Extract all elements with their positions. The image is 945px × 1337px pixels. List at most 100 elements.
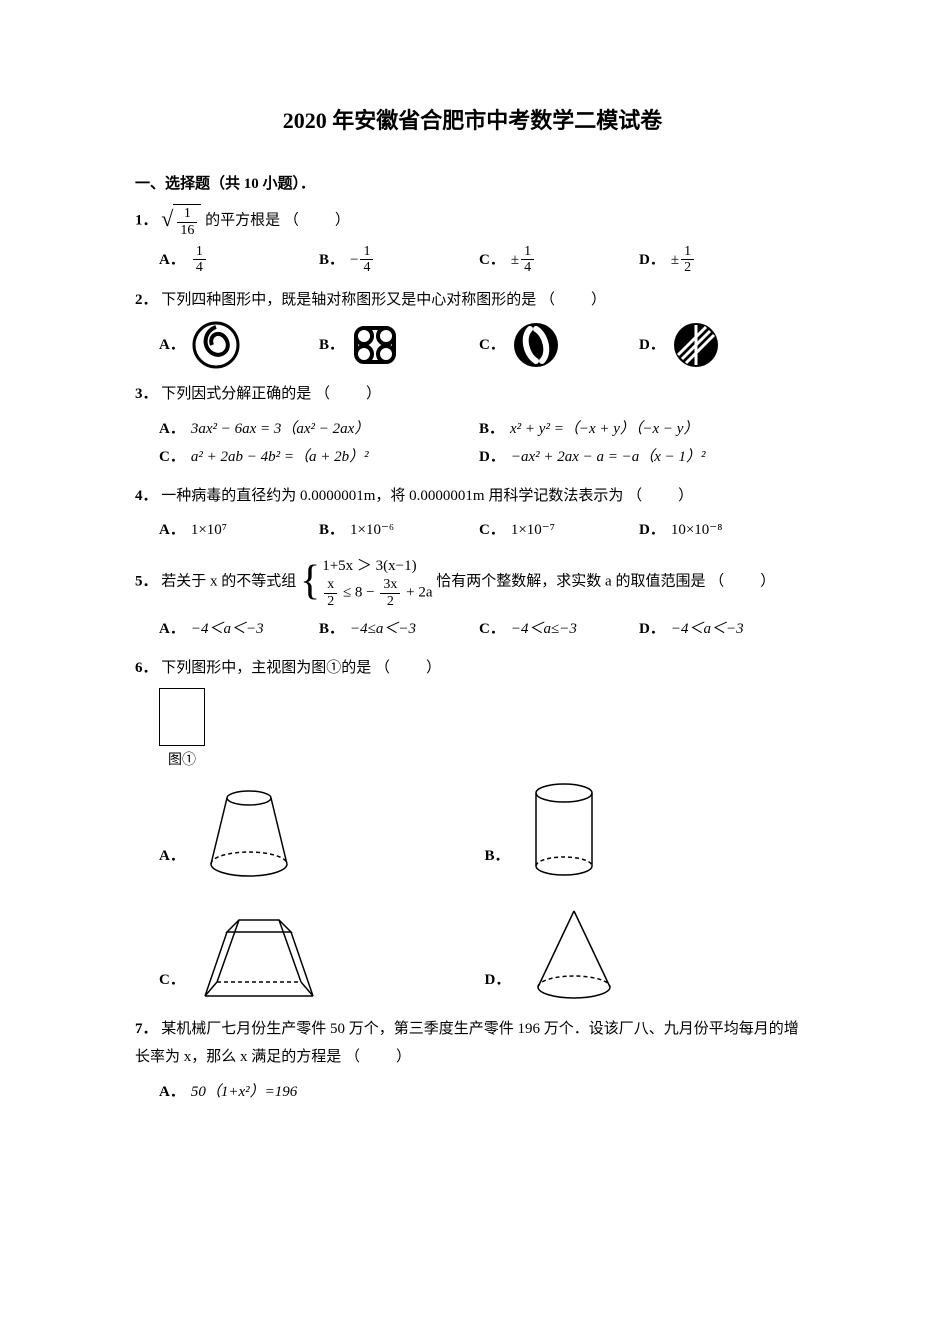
option-text: 10×10⁻⁸ [671,516,723,545]
q7-stem: 7． 某机械厂七月份生产零件 50 万个，第三季度生产零件 196 万个．设该厂… [135,1015,810,1072]
row2-mid: ≤ 8 − [343,585,378,601]
option-label: D． [639,246,665,275]
q4-option-a: A．1×10⁷ [159,516,319,545]
numerator: x [324,577,337,593]
q2-number: 2． [135,292,158,308]
cylinder-icon [524,781,604,881]
numerator: 1 [193,244,206,260]
q5-option-a: A．−4＜a＜−3 [159,615,319,644]
cone-icon [524,905,624,1005]
option-text: 1×10⁻⁷ [511,516,555,545]
answer-blank: （ ） [375,660,443,676]
q2-option-c: C． [479,320,639,370]
option-label: C． [159,966,185,995]
denominator: 16 [177,223,197,238]
q1-number: 1． [135,213,158,229]
q7-option-a: A． 50（1+x²）=196 [159,1078,810,1107]
option-label: A． [159,246,185,275]
system-row-2: x2 ≤ 8 − 3x2 + 2a [322,577,432,609]
q5-stem-post: 恰有两个整数解，求实数 a 的取值范围是 [436,573,705,589]
logo-swirl-icon [511,320,561,370]
system-row-1: 1+5x ＞ 3(x−1) [322,555,432,578]
q3-stem: 3． 下列因式分解正确的是 （ ） [135,380,810,409]
q5-option-d: D．−4＜a＜−3 [639,615,799,644]
option-label: C． [479,246,505,275]
q4-number: 4． [135,488,158,504]
q3-options: A． 3ax² − 6ax = 3（ax² − 2ax） B． x² + y² … [135,415,810,472]
q4-stem: 4． 一种病毒的直径约为 0.0000001m，将 0.0000001m 用科学… [135,482,810,511]
q2-stem: 2． 下列四种图形中，既是轴对称图形又是中心对称图形的是 （ ） [135,286,810,315]
q6-number: 6． [135,660,158,676]
answer-blank: （ ） [284,213,352,229]
numerator: 1 [521,244,534,260]
option-label: B． [319,246,344,275]
q3-option-b: B． x² + y² =（−x + y）（−x − y） [479,415,799,444]
q7-number: 7． [135,1021,158,1037]
figure-caption: 图① [159,748,205,775]
fraction: 14 [193,244,206,276]
question-6: 6． 下列图形中，主视图为图①的是 （ ） 图① A． B． [135,654,810,1005]
option-text: −4＜a＜−3 [191,615,264,644]
q2-option-a: A． [159,320,319,370]
option-label: C． [479,615,505,644]
q6-reference-figure: 图① [135,688,810,775]
q5-stem: 5． 若关于 x 的不等式组 { 1+5x ＞ 3(x−1) x2 ≤ 8 − … [135,555,810,609]
option-label: C． [479,516,505,545]
q7-options: A． 50（1+x²）=196 [135,1078,810,1107]
option-label: B． [319,615,344,644]
q2-stem-text: 下列四种图形中，既是轴对称图形又是中心对称图形的是 [161,292,536,308]
logo-knot-icon [350,320,400,370]
q1-option-d: D． ± 12 [639,244,799,276]
q4-option-d: D．10×10⁻⁸ [639,516,799,545]
q6-stem: 6． 下列图形中，主视图为图①的是 （ ） [135,654,810,683]
option-text: −4＜a≤−3 [511,615,577,644]
q1-option-a: A． 14 [159,244,319,276]
denominator: 2 [380,594,400,609]
q1-options: A． 14 B． − 14 C． ± 14 D． ± 12 [135,244,810,276]
option-text: 50（1+x²）=196 [191,1078,297,1107]
option-text: −4≤a＜−3 [350,615,416,644]
section-heading: 一、选择题（共 10 小题）． [135,170,810,199]
option-label: B． [479,415,504,444]
option-label: C． [159,443,185,472]
brace-icon: { [300,565,320,599]
q2-options: A． B． C． [135,320,810,370]
q6-option-b: B． [485,781,811,881]
q1-option-c: C． ± 14 [479,244,639,276]
option-text: −ax² + 2ax − a = −a（x − 1）² [511,443,706,472]
q1-stem-text: 的平方根是 [205,213,280,229]
numerator: 1 [177,206,197,222]
q5-stem-pre: 若关于 x 的不等式组 [161,573,296,589]
row2-tail: + 2a [406,585,432,601]
q6-option-a: A． [159,781,485,881]
fraction: 12 [681,244,694,276]
q2-option-b: B． [319,320,479,370]
q6-option-c: C． [159,905,485,1005]
option-label: D． [639,615,665,644]
option-label: D． [639,331,665,360]
q4-stem-text: 一种病毒的直径约为 0.0000001m，将 0.0000001m 用科学记数法… [161,488,623,504]
option-prefix: − [350,246,358,275]
question-5: 5． 若关于 x 的不等式组 { 1+5x ＞ 3(x−1) x2 ≤ 8 − … [135,555,810,644]
frustum-pyramid-icon [199,910,319,1005]
q6-stem-text: 下列图形中，主视图为图①的是 [161,660,371,676]
frustum-cone-icon [199,786,299,881]
option-label: C． [479,331,505,360]
option-label: A． [159,842,185,871]
q1-stem: 1． √ 1 16 的平方根是 （ ） [135,204,810,238]
option-label: D． [485,966,511,995]
logo-stripes-icon [671,320,721,370]
option-label: D． [639,516,665,545]
q6-options: A． B． [135,781,810,1005]
option-label: B． [319,516,344,545]
option-text: 1×10⁻⁶ [350,516,394,545]
q4-options: A．1×10⁷ B．1×10⁻⁶ C．1×10⁻⁷ D．10×10⁻⁸ [135,516,810,545]
question-3: 3． 下列因式分解正确的是 （ ） A． 3ax² − 6ax = 3（ax² … [135,380,810,472]
numerator: 3x [380,577,400,593]
q5-options: A．−4＜a＜−3 B．−4≤a＜−3 C．−4＜a≤−3 D．−4＜a＜−3 [135,615,810,644]
q6-option-d: D． [485,905,811,1005]
fraction: x2 [324,577,337,609]
q5-option-c: C．−4＜a≤−3 [479,615,639,644]
option-text: x² + y² =（−x + y）（−x − y） [510,415,698,444]
question-7: 7． 某机械厂七月份生产零件 50 万个，第三季度生产零件 196 万个．设该厂… [135,1015,810,1107]
